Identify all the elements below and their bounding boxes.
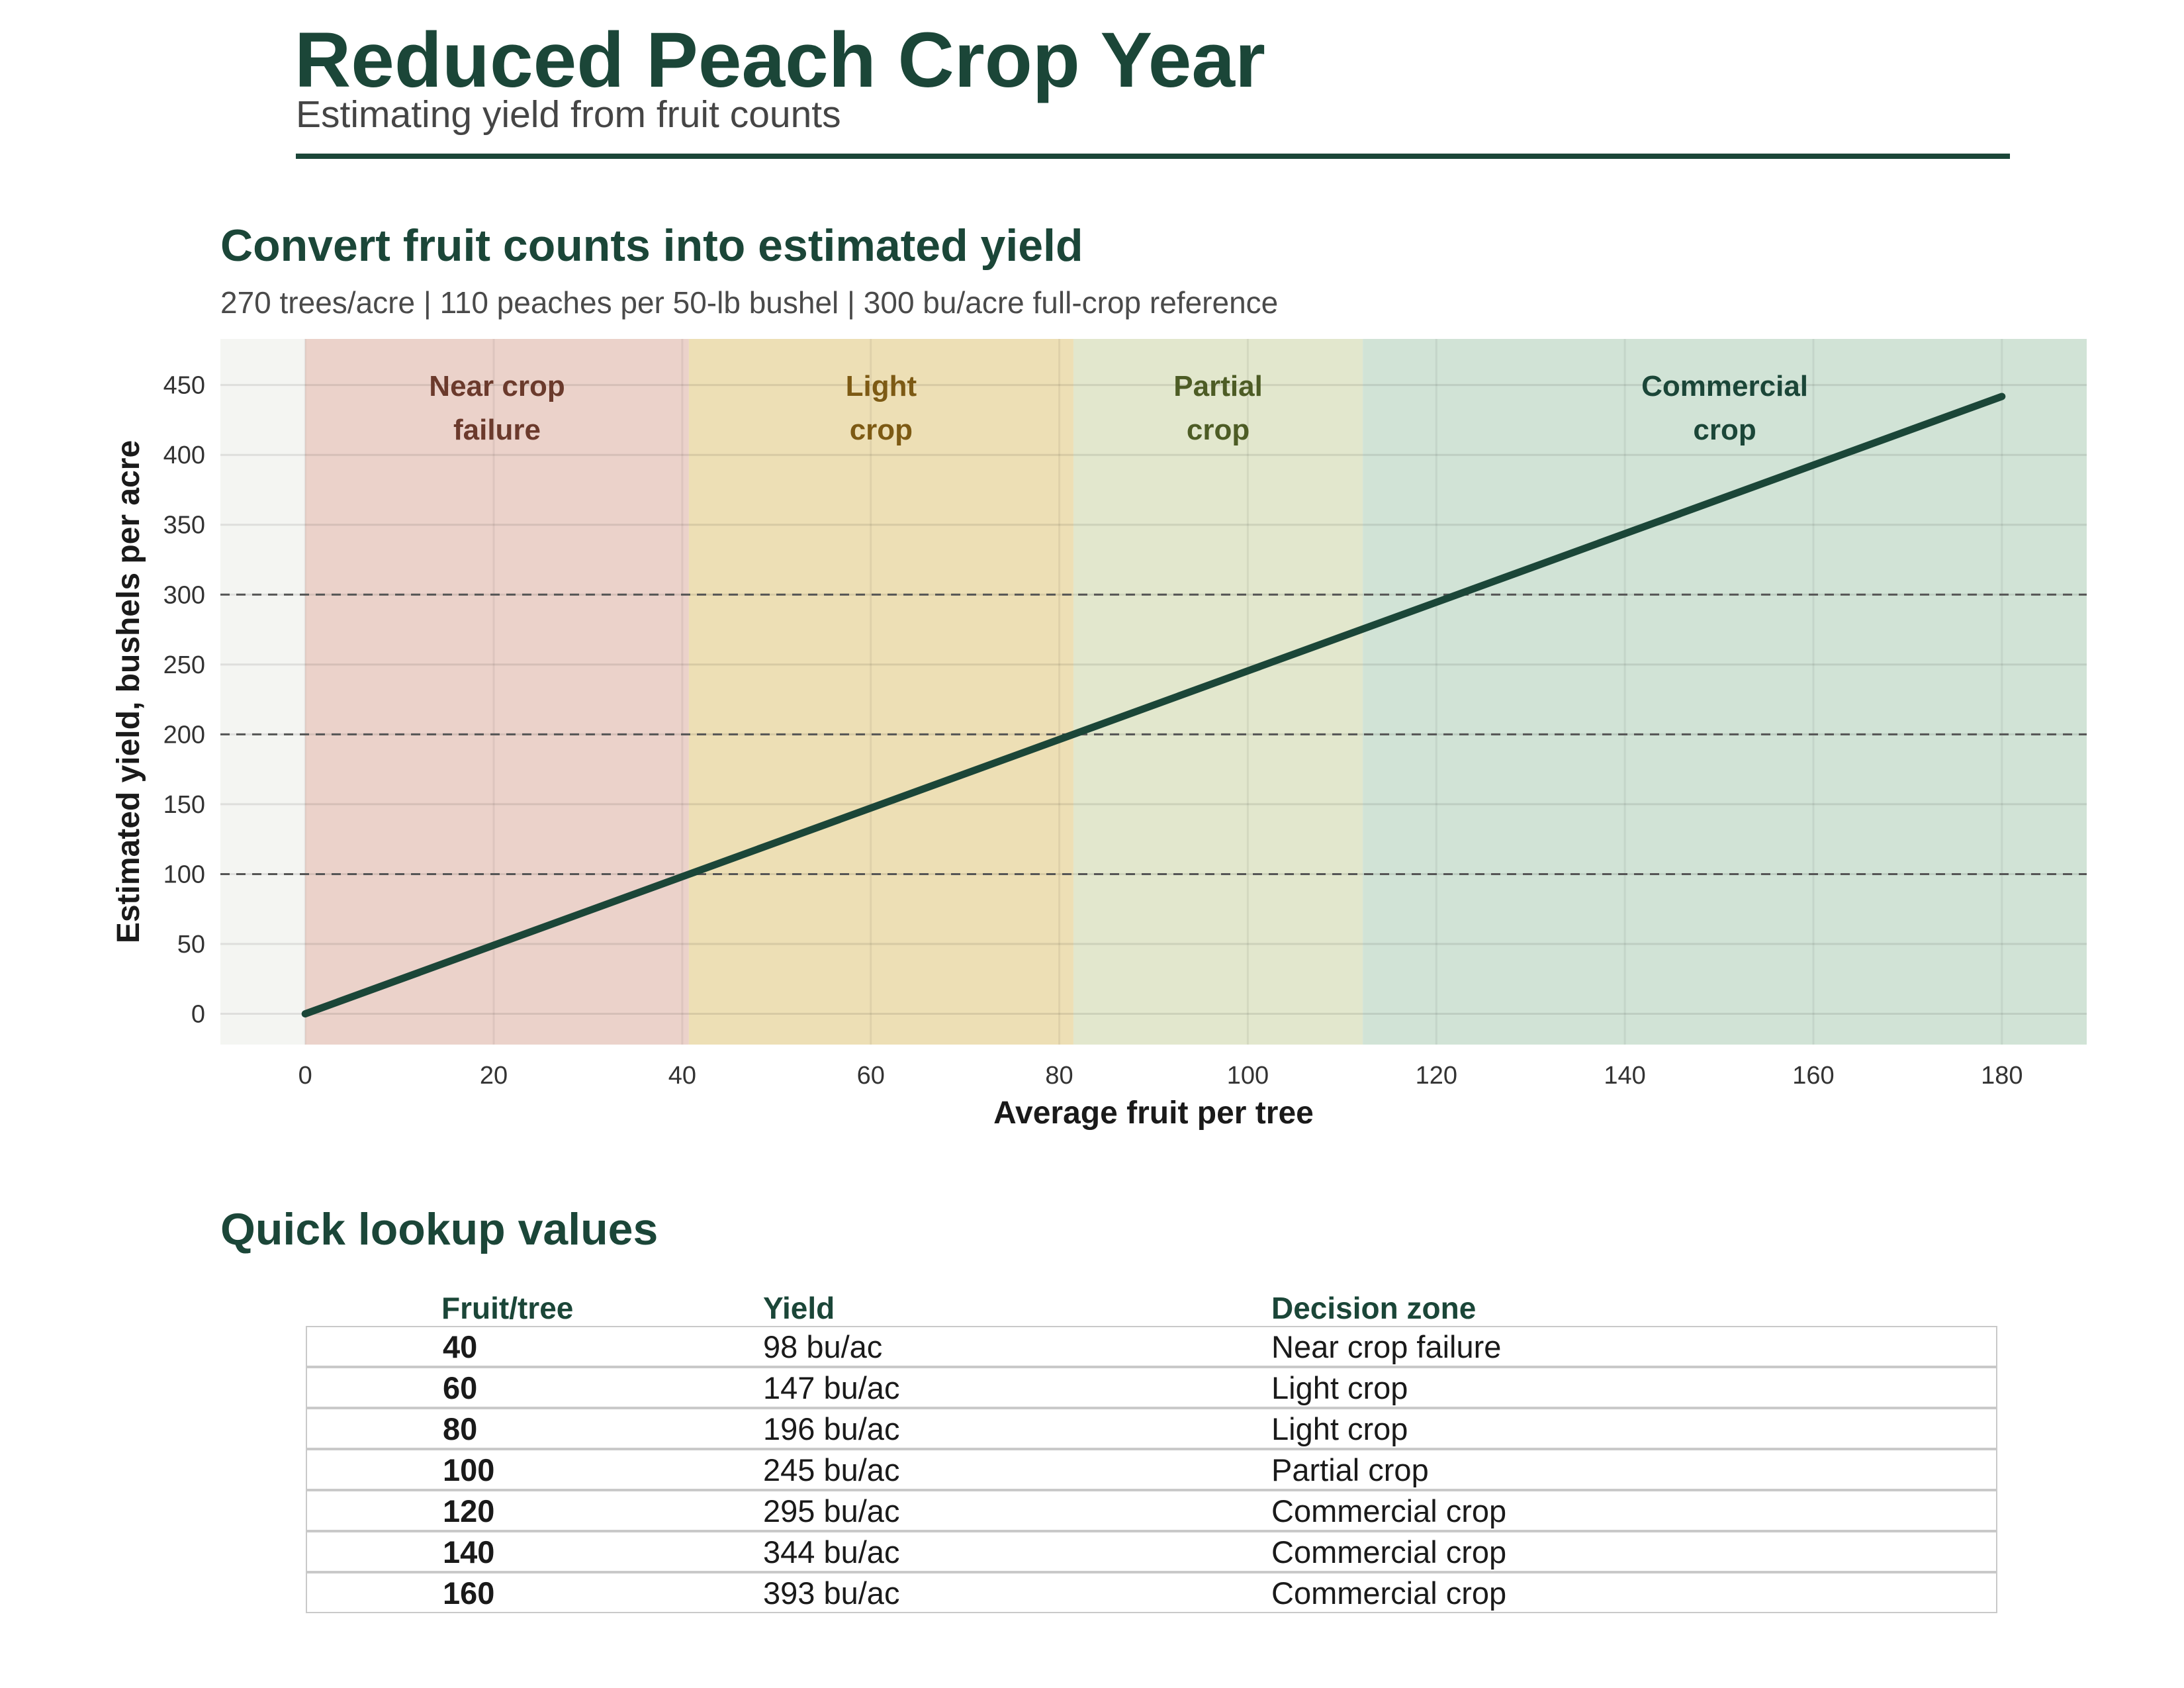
table-row: 80 196 bu/ac Light crop [306, 1408, 1997, 1449]
cell-fruit: 60 [306, 1367, 763, 1408]
y-tick-label: 100 [163, 861, 205, 888]
table-row: 40 98 bu/ac Near crop failure [306, 1326, 1997, 1367]
y-tick-label: 150 [163, 791, 205, 819]
cell-yield: 245 bu/ac [763, 1449, 1271, 1490]
zone-label: Light [846, 370, 917, 402]
y-tick-label: 350 [163, 512, 205, 539]
x-tick-label: 140 [1604, 1062, 1645, 1090]
column-header-fruit: Fruit/tree [441, 1291, 574, 1325]
table-row: 100 245 bu/ac Partial crop [306, 1449, 1997, 1490]
zone-labels-layer: Near crop failure Light crop Partial crop Comm… [429, 370, 1808, 446]
cell-yield: 147 bu/ac [763, 1367, 1271, 1408]
x-tick-label: 40 [668, 1062, 696, 1090]
zone-band-3 [1363, 339, 2087, 1045]
x-tick-label: 20 [480, 1062, 508, 1090]
table-row: 160 393 bu/ac Commercial crop [306, 1572, 1997, 1613]
zone-label: Near crop [429, 370, 565, 402]
cell-zone: Light crop [1271, 1367, 1997, 1408]
cell-fruit: 80 [306, 1408, 763, 1449]
zone-label: crop [850, 414, 913, 446]
column-header-yield: Yield [763, 1291, 835, 1325]
x-tick-label: 100 [1227, 1062, 1269, 1090]
cell-zone: Partial crop [1271, 1449, 1997, 1490]
page-subtitle: Estimating yield from fruit counts [296, 93, 841, 136]
cell-yield: 344 bu/ac [763, 1531, 1271, 1572]
table-row: 60 147 bu/ac Light crop [306, 1367, 1997, 1408]
column-header-zone: Decision zone [1271, 1291, 1477, 1325]
x-tick-label: 120 [1416, 1062, 1457, 1090]
yield-chart: Near crop failure Light crop Partial crop Comm… [111, 339, 2087, 1131]
zone-band-0 [305, 339, 689, 1045]
cell-fruit: 120 [306, 1490, 763, 1531]
zone-label: Partial [1173, 370, 1263, 402]
y-tick-label: 450 [163, 372, 205, 400]
series-layer [301, 393, 2006, 1018]
y-tick-label: 250 [163, 651, 205, 679]
zone-band-1 [688, 339, 1073, 1045]
cell-zone: Commercial crop [1271, 1572, 1997, 1613]
y-tick-label: 0 [191, 1001, 205, 1029]
cell-zone: Near crop failure [1271, 1326, 1997, 1367]
x-tick-label: 160 [1792, 1062, 1834, 1090]
zones-layer [220, 339, 2087, 1045]
y-tick-label: 200 [163, 721, 205, 749]
cell-zone: Light crop [1271, 1408, 1997, 1449]
zone-label: Commercial [1641, 370, 1808, 402]
reference-lines-layer [220, 593, 2087, 875]
y-axis-label: Estimated yield, bushels per acre [111, 440, 146, 943]
y-tick-label: 50 [177, 931, 205, 959]
x-tick-label: 0 [298, 1062, 312, 1090]
title-divider [296, 154, 2010, 159]
cell-fruit: 160 [306, 1572, 763, 1613]
tick-labels-layer: 0 20 40 60 80 100 120 140 160 180 0 50 100 150 200 250 3… [163, 372, 2023, 1090]
cell-yield: 393 bu/ac [763, 1572, 1271, 1613]
x-axis-label: Average fruit per tree [993, 1096, 1314, 1131]
table-header-row: Fruit/tree Yield Decision zone [306, 1288, 1997, 1326]
cell-yield: 196 bu/ac [763, 1408, 1271, 1449]
table-row: 140 344 bu/ac Commercial crop [306, 1531, 1997, 1572]
y-tick-label: 300 [163, 581, 205, 609]
x-tick-label: 80 [1045, 1062, 1073, 1090]
cell-zone: Commercial crop [1271, 1490, 1997, 1531]
grid-layer [220, 339, 2087, 1045]
zone-label: crop [1693, 414, 1756, 446]
table-row: 120 295 bu/ac Commercial crop [306, 1490, 1997, 1531]
zone-band-2 [1073, 339, 1363, 1045]
x-tick-label: 180 [1981, 1062, 2023, 1090]
lookup-title: Quick lookup values [220, 1204, 659, 1254]
cell-fruit: 100 [306, 1449, 763, 1490]
zone-label: crop [1187, 414, 1250, 446]
cell-zone: Commercial crop [1271, 1531, 1997, 1572]
chart-subtitle: 270 trees/acre | 110 peaches per 50-lb b… [220, 285, 1279, 320]
lookup-table: Fruit/tree Yield Decision zone 40 98 bu/… [306, 1288, 1997, 1613]
page-title: Reduced Peach Crop Year [295, 17, 1265, 104]
cell-yield: 295 bu/ac [763, 1490, 1271, 1531]
chart-title: Convert fruit counts into estimated yiel… [220, 220, 1083, 271]
yield-line [301, 393, 2006, 1018]
y-tick-label: 400 [163, 442, 205, 469]
zone-label: failure [453, 414, 541, 446]
cell-fruit: 140 [306, 1531, 763, 1572]
x-tick-label: 60 [857, 1062, 885, 1090]
cell-yield: 98 bu/ac [763, 1326, 1271, 1367]
cell-fruit: 40 [306, 1326, 763, 1367]
